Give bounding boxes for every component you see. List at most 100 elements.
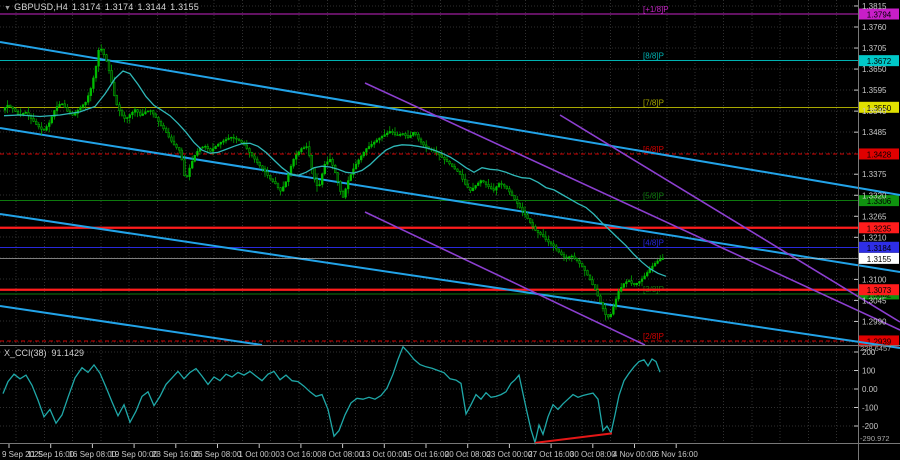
- candle-body: [287, 173, 290, 183]
- murrey-price-badge: 1.3184: [859, 241, 899, 253]
- candle-body: [461, 173, 464, 180]
- candle-body: [586, 270, 589, 276]
- candle-body: [139, 111, 142, 116]
- candle-body: [87, 95, 90, 103]
- price-tick-label: 1.3705: [862, 44, 887, 53]
- price-axis[interactable]: 1.3815 1.3760 1.3705 1.3650 1.3595 1.3540 1.34…: [854, 2, 887, 326]
- candle-body: [261, 165, 264, 170]
- price-tick-label: 1.3210: [862, 233, 887, 242]
- candle-body: [128, 114, 131, 118]
- candle-body: [331, 159, 334, 166]
- time-tick-label: 3 Oct 16:00: [280, 450, 322, 459]
- candle-body: [131, 111, 134, 116]
- candle-body: [113, 82, 116, 96]
- candle-body: [230, 137, 233, 139]
- candle-body: [443, 157, 446, 160]
- candle-body: [445, 159, 449, 162]
- time-tick-label: 15 Oct 16:00: [403, 450, 449, 459]
- candle-body: [386, 132, 389, 135]
- candle-body: [266, 171, 269, 176]
- candle-body: [534, 226, 537, 231]
- candle-body: [458, 171, 462, 175]
- candle-body: [607, 314, 610, 318]
- murrey-label: [8/8]P: [643, 52, 664, 61]
- murrey-price-badge: 1.3428: [859, 148, 899, 160]
- candle-body: [256, 158, 259, 163]
- murrey-price-badge: 1.3672: [859, 55, 899, 66]
- candle-body: [61, 103, 64, 105]
- candle-body: [84, 101, 87, 106]
- candle-body: [250, 152, 254, 157]
- time-tick-label: 6 Nov 16:00: [655, 450, 699, 459]
- candle-body: [404, 133, 407, 136]
- candle-body: [232, 137, 235, 139]
- candle-body: [378, 137, 381, 141]
- candle-body: [237, 138, 241, 141]
- price-badge-bg: [859, 222, 899, 234]
- candle-body: [323, 164, 326, 175]
- candle-body: [448, 161, 451, 165]
- candle-body: [102, 48, 105, 55]
- candle-body: [513, 195, 516, 200]
- price-tick-label: 1.2990: [862, 317, 887, 326]
- candle-body: [354, 163, 358, 170]
- candle-body: [214, 145, 217, 149]
- candle-body: [302, 147, 306, 149]
- price-badge-text: 1.3428: [867, 150, 892, 159]
- candle-body: [105, 54, 108, 62]
- candle-body: [141, 113, 144, 116]
- cci-indicator-label: X_CCI(38) 91.1429: [4, 348, 89, 358]
- candle-body: [646, 272, 649, 277]
- candle-body: [162, 125, 165, 129]
- price-tick-label: 1.3320: [862, 191, 887, 200]
- candle-body: [107, 60, 111, 71]
- grid-layer: [0, 0, 858, 443]
- price-badge-bg: [859, 252, 899, 264]
- candle-body: [341, 191, 345, 198]
- cci-axis[interactable]: 200 100 0.00 -100 -200 228.6457 -290.972: [854, 344, 891, 443]
- time-tick-label: 9 Sep 2025: [2, 450, 43, 459]
- candle-body: [383, 134, 386, 137]
- candle-body: [308, 146, 311, 156]
- cci-min-label: -290.972: [860, 434, 890, 443]
- candle-body: [599, 295, 602, 303]
- candle-body: [157, 117, 160, 122]
- candle-body: [659, 259, 662, 262]
- candle-body: [315, 178, 319, 187]
- price-badge-bg: [859, 55, 899, 67]
- time-tick-label: 4 Nov 00:00: [613, 450, 657, 459]
- candle-body: [575, 258, 579, 261]
- candle-body: [165, 128, 168, 133]
- time-tick-label: 11 Sep 16:00: [27, 450, 75, 459]
- candle-body: [136, 109, 139, 113]
- murrey-price-badge: 1.2939: [859, 335, 899, 347]
- price-badge-text: 1.3550: [867, 104, 892, 113]
- candle-body: [544, 236, 547, 240]
- candle-body: [620, 287, 623, 292]
- candle-body: [196, 151, 199, 156]
- candle-body: [16, 111, 20, 115]
- candle-body: [339, 181, 342, 192]
- candle-body: [336, 172, 339, 182]
- candle-body: [175, 144, 178, 148]
- cci-tick-label: 200: [862, 348, 876, 357]
- candle-body: [380, 136, 384, 139]
- candle-body: [284, 181, 287, 187]
- candle-body: [391, 131, 394, 133]
- candle-body: [110, 70, 113, 83]
- price-tick-label: 1.3485: [862, 128, 887, 137]
- candle-body: [518, 203, 521, 208]
- price-tick-label: 1.3045: [862, 296, 887, 305]
- candle-body: [170, 136, 173, 142]
- candle-body: [45, 126, 48, 131]
- candle-body: [661, 258, 664, 260]
- candle-body: [193, 155, 196, 162]
- candle-body: [412, 132, 415, 136]
- candle-body: [92, 77, 95, 89]
- candle-body: [48, 122, 51, 127]
- candle-body: [500, 183, 503, 185]
